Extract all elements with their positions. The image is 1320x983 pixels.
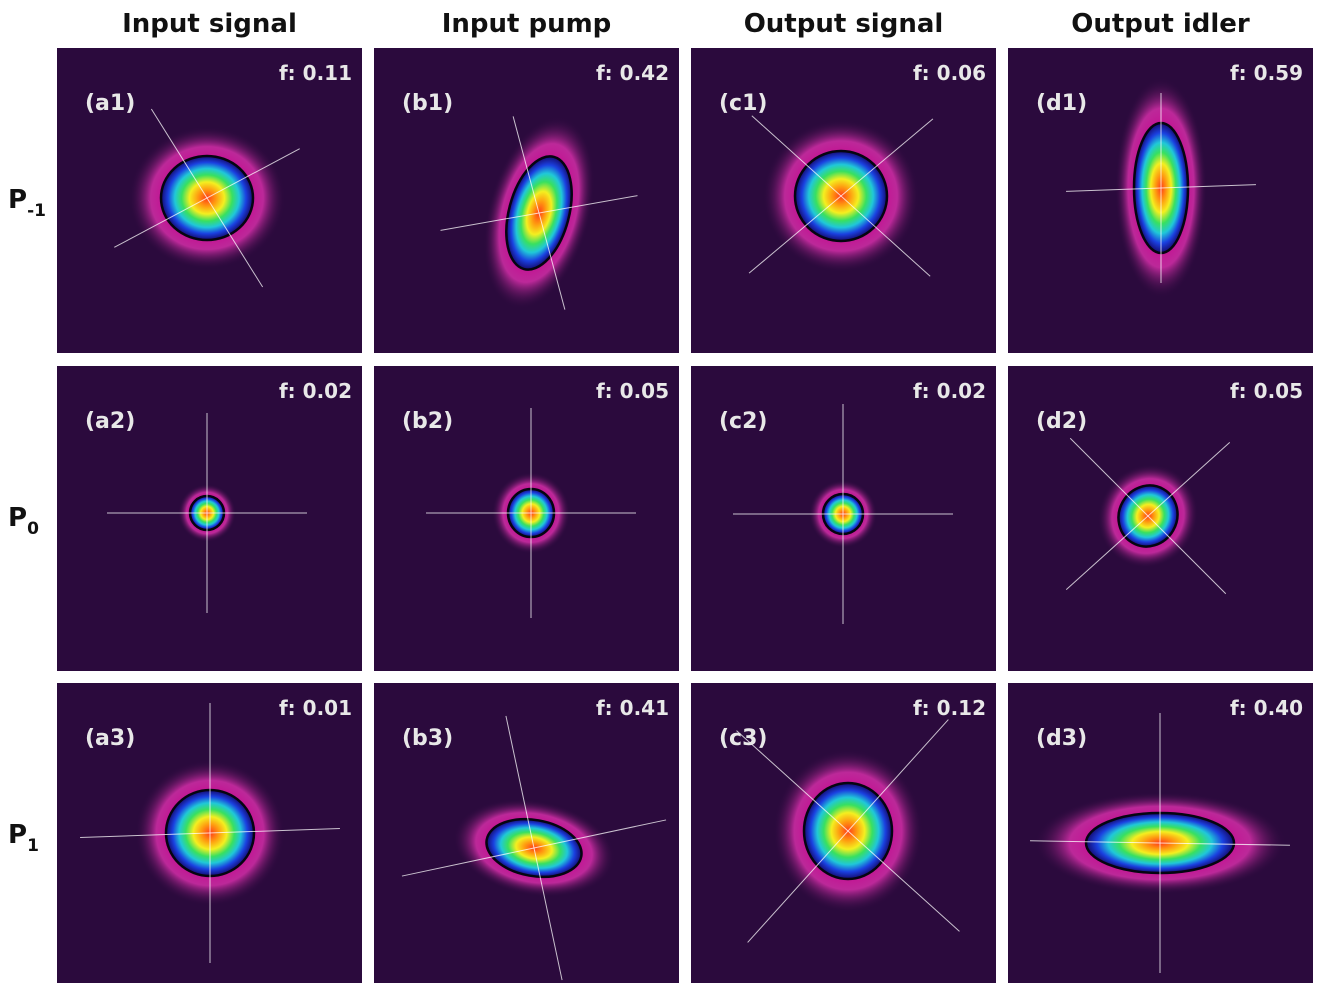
row-label: P0: [8, 503, 39, 539]
row-label-base: P: [8, 503, 27, 533]
beam-panel: (b1) f: 0.42: [374, 48, 679, 353]
column-header: Input signal: [122, 9, 297, 39]
beam-panel: (a2) f: 0.02: [57, 366, 362, 671]
panel-f-value: f: 0.05: [1230, 379, 1303, 403]
row-label-sub: 0: [27, 519, 39, 539]
beam-panel: (d3) f: 0.40: [1008, 683, 1313, 983]
row-label-base: P: [8, 820, 27, 850]
figure: Input signal Input pump Output signal Outpu…: [0, 0, 1320, 983]
beam-panel: (c1) f: 0.06: [691, 48, 996, 353]
panel-f-value: f: 0.59: [1230, 61, 1303, 85]
column-header: Input pump: [442, 9, 612, 39]
panel-label: (c2): [719, 409, 767, 434]
row-label: P1: [8, 820, 39, 856]
column-header: Output signal: [744, 9, 944, 39]
panel-label: (d1): [1036, 91, 1087, 116]
beam-panel: (a1) f: 0.11: [57, 48, 362, 353]
panel-f-value: f: 0.40: [1230, 696, 1303, 720]
panel-label: (b3): [402, 726, 453, 751]
panel-f-value: f: 0.11: [279, 61, 352, 85]
panel-f-value: f: 0.01: [279, 696, 352, 720]
panel-label: (a1): [85, 91, 135, 116]
panel-f-value: f: 0.12: [913, 696, 986, 720]
beam-panel: (b2) f: 0.05: [374, 366, 679, 671]
panel-f-value: f: 0.05: [596, 379, 669, 403]
beam-panel: (d1) f: 0.59: [1008, 48, 1313, 353]
panel-label: (c3): [719, 726, 767, 751]
column-header: Output idler: [1071, 9, 1250, 39]
panel-f-value: f: 0.41: [596, 696, 669, 720]
beam-panel: (c2) f: 0.02: [691, 366, 996, 671]
panel-label: (d2): [1036, 409, 1087, 434]
panel-f-value: f: 0.42: [596, 61, 669, 85]
panel-label: (c1): [719, 91, 767, 116]
panel-label: (b2): [402, 409, 453, 434]
row-label-sub: 1: [27, 836, 39, 856]
beam-panel: (c3) f: 0.12: [691, 683, 996, 983]
beam-panel: (b3) f: 0.41: [374, 683, 679, 983]
panel-f-value: f: 0.06: [913, 61, 986, 85]
panel-label: (a3): [85, 726, 135, 751]
panel-label: (b1): [402, 91, 453, 116]
row-label-base: P: [8, 185, 27, 215]
panel-f-value: f: 0.02: [279, 379, 352, 403]
panel-label: (a2): [85, 409, 135, 434]
beam-panel: (a3) f: 0.01: [57, 683, 362, 983]
panel-label: (d3): [1036, 726, 1087, 751]
row-label-sub: -1: [27, 201, 46, 221]
beam-panel: (d2) f: 0.05: [1008, 366, 1313, 671]
row-label: P-1: [8, 185, 46, 221]
panel-f-value: f: 0.02: [913, 379, 986, 403]
